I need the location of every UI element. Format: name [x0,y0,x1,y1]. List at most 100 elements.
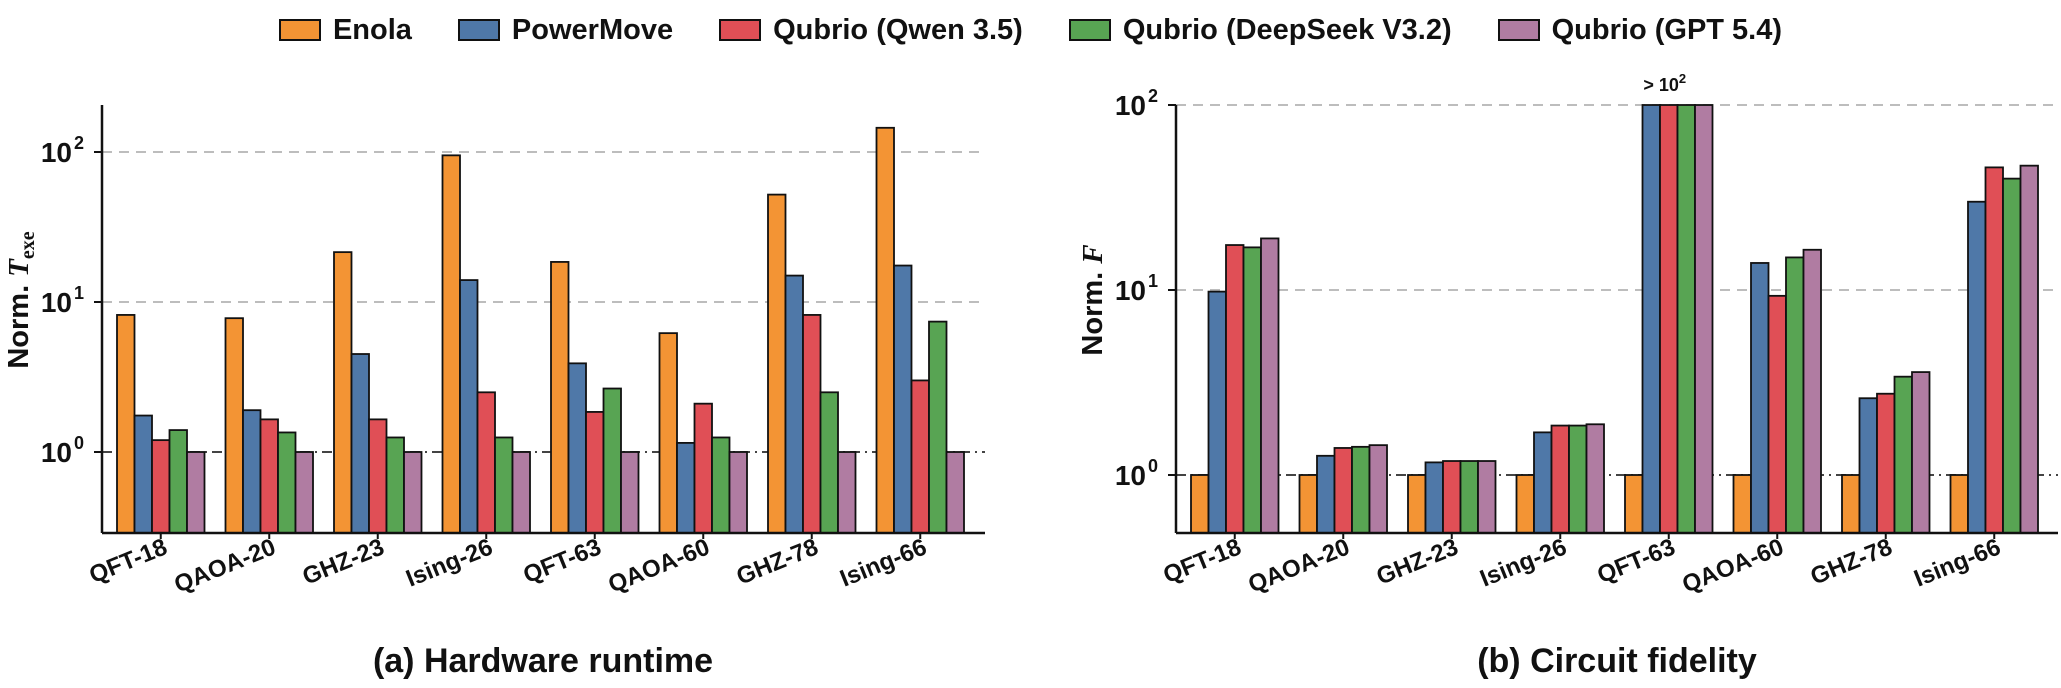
bar [1984,166,2004,534]
bar [1190,474,1210,534]
x-tick-label: QFT-63 [519,534,605,590]
legend-swatch [1497,19,1540,41]
bar [1368,444,1388,534]
bar [1876,392,1896,534]
y-axis-label-subscript: exe [17,231,39,259]
x-tick-label: QAOA-20 [170,534,279,599]
y-tick-label: 10 [1115,460,1146,491]
bar [676,441,696,534]
bar [585,411,605,534]
overflow-annotation-text: > 10 [1643,75,1679,95]
x-tick-label: QFT-18 [85,534,171,590]
x-tick-label: Ising-26 [402,534,496,593]
legend-item: PowerMove [457,13,674,47]
bar [767,193,787,534]
bar [494,436,514,534]
y-tick-exponent: 2 [1148,86,1158,106]
bar [441,154,461,534]
bar [476,391,496,534]
legend: Enola PowerMove Qubrio (Qwen 3.5) Qubrio (D… [0,8,2061,52]
bar [1515,474,1535,534]
bar [294,451,314,534]
bar [1659,104,1679,534]
bar [459,279,479,534]
bar [910,379,930,534]
bar [116,314,136,534]
bar [875,126,895,534]
legend-label: Qubrio (Qwen 3.5) [773,13,1023,46]
bar [1533,431,1553,534]
overflow-annotation: > 102 [1643,71,1686,95]
bar [186,451,206,534]
x-tick-label: QAOA-20 [1244,534,1353,599]
y-tick-label: 10 [1115,90,1146,121]
bar [350,353,370,534]
bar [1298,474,1318,534]
bar [1316,454,1336,534]
bar [368,418,388,534]
bar [1785,256,1805,534]
y-axis-label: Norm. F [1077,244,1109,355]
bar [1967,200,1987,534]
y-tick-exponent: 0 [74,433,84,453]
bar [620,451,640,534]
bar [1893,375,1913,534]
x-tick-label: Ising-66 [1910,534,2004,593]
bar [550,261,570,534]
bar [242,409,262,534]
legend-swatch [719,19,762,41]
y-axis-label-prefix: Norm. [1077,272,1109,356]
bar [802,314,822,534]
bar [1732,474,1752,534]
x-tick-label: QFT-18 [1159,534,1245,590]
bar [567,362,587,534]
bar [1750,262,1770,534]
y-axis-label-prefix: Norm. [3,285,35,369]
legend-label: Enola [332,13,412,46]
bar [259,418,279,534]
legend-item: Qubrio (DeepSeek V3.2) [1068,13,1452,47]
bar [1767,294,1787,534]
y-tick-exponent: 2 [74,133,84,153]
bar [1442,460,1462,534]
bar [1424,461,1444,534]
bar [602,387,622,534]
panel-circuit-fidelity: QFT-18 QAOA-20 GHZ-23 Ising-26 QFT-63 QAOA-60… [1077,71,2058,680]
x-tick-label: QFT-63 [1593,534,1679,590]
bar [385,436,405,534]
bar [224,317,244,534]
bar [151,439,171,534]
bar [2002,177,2022,534]
bar [1333,447,1353,534]
bar [1694,104,1714,534]
bar [1676,104,1696,534]
legend-label: Qubrio (DeepSeek V3.2) [1122,13,1452,46]
panel-hardware-runtime: QFT-18 QAOA-20 GHZ-23 Ising-26 QFT-63 QAOA-60… [3,105,985,680]
bar [1841,474,1861,534]
bar [1477,460,1497,534]
legend-label: PowerMove [511,13,674,46]
bar [893,264,913,534]
legend-item: Enola [278,13,412,47]
bar [1550,424,1570,534]
bar [1407,474,1427,534]
bar [1624,474,1644,534]
x-tick-label: Ising-26 [1476,534,1570,593]
bar [403,451,423,534]
x-tick-label: GHZ-78 [733,534,822,591]
bar [1802,248,1822,534]
legend-swatch [278,19,321,41]
bar [133,414,153,534]
y-tick-label: 10 [41,287,72,318]
y-tick-label: 10 [1115,275,1146,306]
bar [1459,460,1479,534]
y-tick-label: 10 [41,137,72,168]
y-tick-exponent: 0 [1148,456,1158,476]
chart-title: (a) Hardware runtime [373,642,713,680]
y-axis-label-symbol: T [3,258,35,277]
x-tick-label: QAOA-60 [604,534,713,599]
y-axis-label: Norm. Texe [3,231,39,368]
bar [1207,290,1227,534]
bar [1641,104,1661,534]
y-tick-exponent: 1 [1148,271,1158,291]
